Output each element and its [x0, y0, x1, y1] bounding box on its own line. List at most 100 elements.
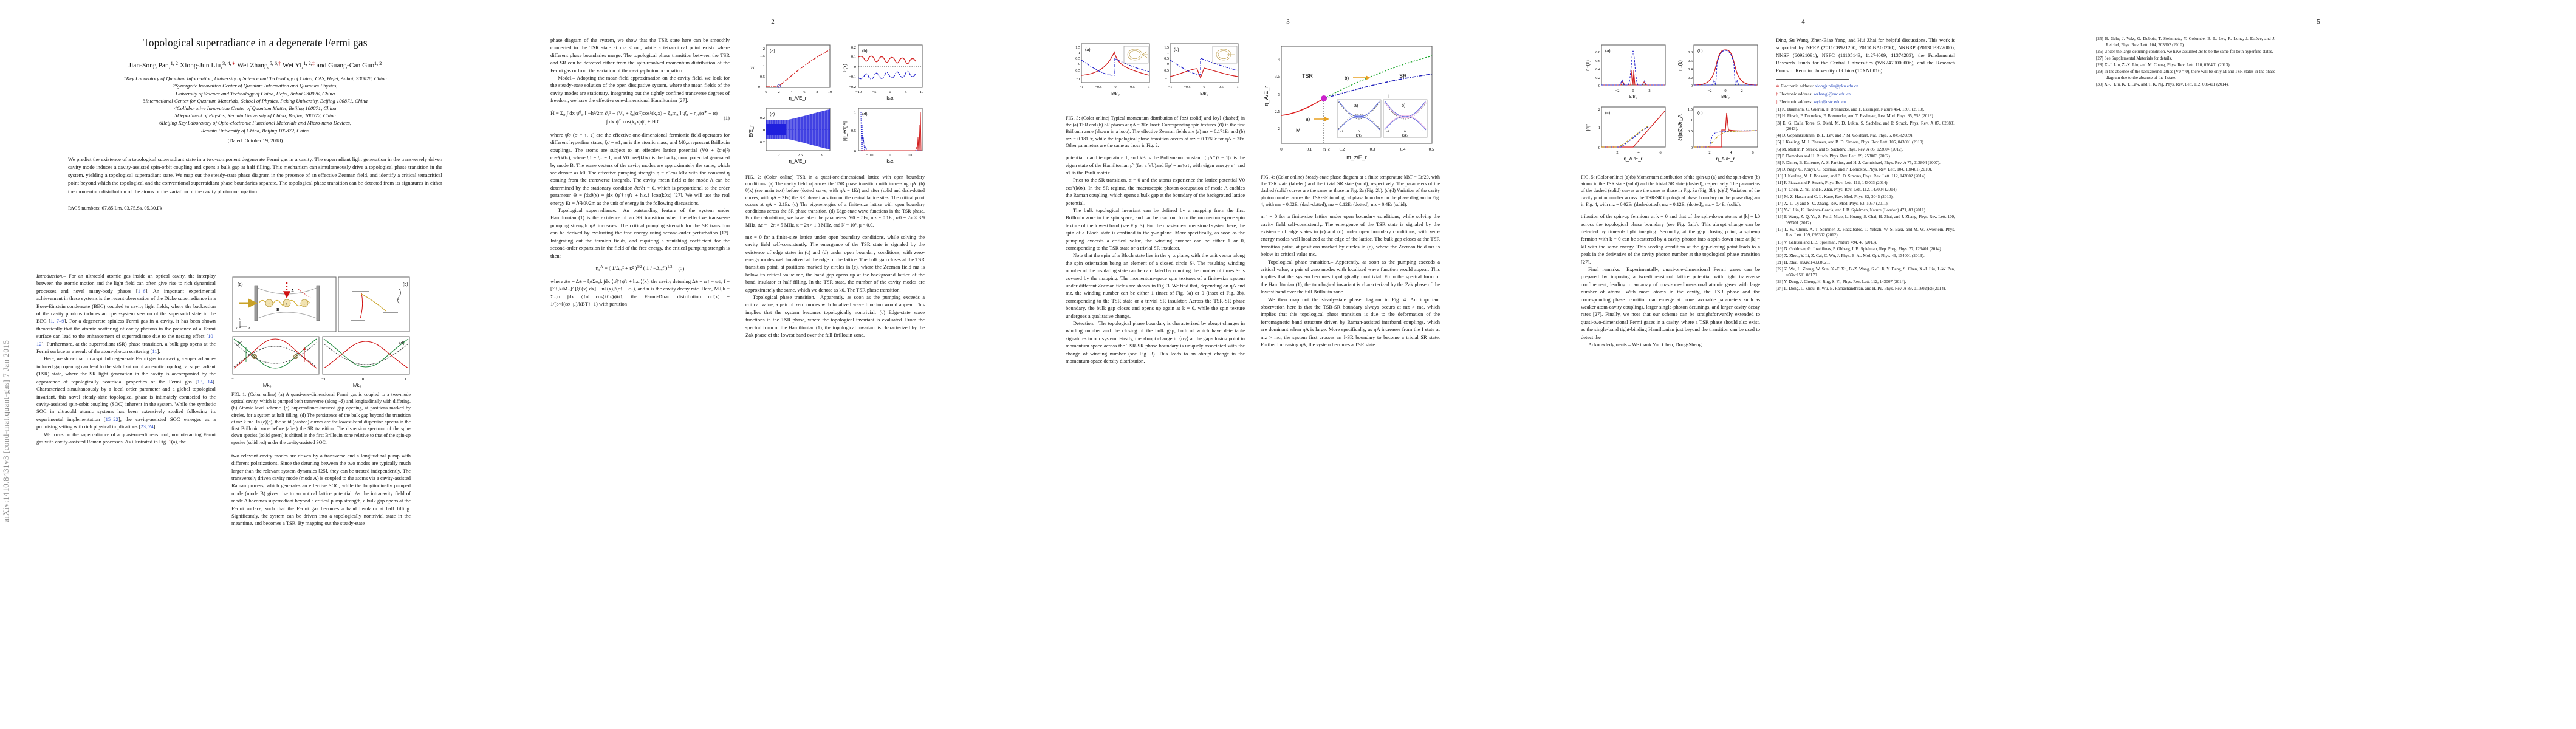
svg-text:1.5: 1.5: [1075, 46, 1080, 50]
svg-text:1.5: 1.5: [1164, 46, 1169, 50]
fig2b-ylabel: θ(x): [842, 64, 848, 72]
svg-text:0.3: 0.3: [1370, 147, 1375, 152]
svg-text:0: 0: [765, 90, 767, 94]
svg-text:6: 6: [1659, 151, 1662, 155]
svg-text:0: 0: [854, 65, 856, 69]
svg-text:0: 0: [1691, 146, 1693, 150]
reference-item: [2] H. Ritsch, P. Domokos, F. Brennecke,…: [1776, 114, 1934, 119]
svg-text:−1: −1: [1168, 85, 1173, 89]
reference-item: [16] P. Wang, Z.-Q. Yu, Z. Fu, J. Miao, …: [1776, 214, 1955, 225]
svg-text:2: 2: [1708, 151, 1710, 155]
paragraph: Final remarks.– Experimentally, quasi-on…: [1581, 265, 1760, 340]
svg-text:0.4: 0.4: [1595, 67, 1600, 72]
svg-text:0.2: 0.2: [760, 116, 765, 120]
svg-text:0.5: 0.5: [1688, 129, 1693, 134]
reference-item: [19] N. Goldman, G. Juzeliūnas, P. Öhber…: [1776, 246, 1942, 252]
paragraph: potential μ and temperature T, and kB is…: [1066, 154, 1245, 176]
fig3-panel-b-tag: (b): [1174, 48, 1179, 52]
page-3: 3 (a) 1.5: [1030, 0, 1546, 729]
fig5d-ylabel: ∂(|α|2)/∂η_A: [1677, 114, 1683, 141]
fig1-panel-a-tag: (a): [238, 282, 243, 287]
svg-text:1: 1: [854, 111, 856, 115]
fig5d-xlabel: η_A /E_r: [1716, 156, 1735, 162]
page1-column-2: (a) ↑ ↑ ↓ A B: [231, 272, 411, 527]
svg-text:0.5: 0.5: [1130, 85, 1135, 89]
footnote-3: ‡ Electronic address: wyiz@ustc.edu.cn: [1776, 100, 1846, 105]
footnote-divider: [1776, 79, 1849, 80]
figure-5: (a) 0 0.2 0.4 0.6 0.8 −2 0 2 k/k₀ n↑(k): [1581, 40, 1760, 208]
reference-item: [28] X.-J. Liu, Z.-X. Liu, and M. Cheng,…: [2096, 63, 2231, 68]
svg-text:0.2: 0.2: [1340, 147, 1345, 152]
acknowledgments: Ding, Su Wang, Zhen-Biao Yang, and Hui Z…: [1776, 37, 1955, 74]
paragraph: Here, we show that for a spinful degener…: [36, 355, 216, 430]
svg-text:0.6: 0.6: [1688, 59, 1693, 63]
fig1-xaxis-label: k/k₀: [263, 383, 272, 388]
fig2d-xlabel: k₀x: [886, 159, 893, 164]
author-list: Jian-Song Pan,1, 2 Xiong-Jun Liu,3, 4,∗ …: [128, 61, 382, 70]
page-5: 5 [25] B. Gehr, J. Volz, G. Dubois, T. S…: [2061, 0, 2576, 729]
svg-text:0: 0: [1358, 130, 1360, 134]
svg-text:z: z: [239, 317, 241, 321]
svg-text:0: 0: [854, 149, 856, 154]
svg-text:1: 1: [763, 64, 765, 69]
fig2a-ylabel: |α|: [750, 66, 755, 71]
svg-text:0: 0: [889, 153, 891, 157]
svg-text:0: 0: [1724, 89, 1726, 93]
reference-item: [27] See Supplemental Materials for deta…: [2096, 55, 2173, 61]
page-number-3: 3: [1286, 18, 1290, 26]
fig5-panel-b-tag: (b): [1697, 49, 1703, 53]
fig4-xlabel: m_z/E_r: [1346, 154, 1367, 160]
fig1d-xtick-min: −1: [321, 377, 326, 382]
svg-text:0: 0: [1167, 62, 1169, 66]
reference-item: [14] X.-L. Qi and S.-C. Zhang, Rev. Mod.…: [1776, 200, 1889, 206]
fig4-ylabel: η_A/E_r: [1263, 86, 1269, 106]
reference-item: [29] In the absence of the background la…: [2096, 69, 2275, 80]
svg-text:m_c: m_c: [1323, 147, 1330, 152]
svg-text:k/k₀: k/k₀: [1356, 134, 1363, 138]
svg-text:2: 2: [763, 47, 765, 51]
reference-item: [15] Y.-J. Lin, K. Jiménez-García, and I…: [1776, 207, 1927, 213]
paragraph: Topological phase transition.– Apparentl…: [745, 294, 925, 338]
reference-item: [20] X. Zhou, Y. Li, Z. Cai, C. Wu, J. P…: [1776, 253, 1925, 258]
svg-text:1: 1: [1167, 51, 1169, 55]
fig4-region-m: M: [1296, 128, 1301, 134]
svg-text:−0.5: −0.5: [1074, 69, 1080, 73]
svg-text:3: 3: [1278, 92, 1281, 97]
svg-text:4: 4: [1730, 151, 1732, 155]
reference-item: [23] Y. Deng, J. Cheng, H. Jing, S. Yi, …: [1776, 279, 1906, 284]
affiliation-6b: Renmin University of China, Beijing 1008…: [200, 127, 310, 134]
page4-column-1: (a) 0 0.2 0.4 0.6 0.8 −2 0 2 k/k₀ n↑(k): [1581, 36, 1760, 348]
svg-text:0: 0: [1404, 130, 1406, 134]
reference-item: [6] M. Müller, P. Strack, and S. Sachdev…: [1776, 146, 1903, 152]
svg-text:0: 0: [1632, 89, 1634, 93]
fig2b-xlabel: k₀x: [886, 95, 893, 101]
svg-text:−0.2: −0.2: [849, 85, 856, 89]
svg-text:0: 0: [758, 85, 760, 89]
svg-text:1.5: 1.5: [760, 54, 765, 58]
svg-text:2: 2: [1598, 108, 1600, 112]
page-number-4: 4: [1801, 18, 1805, 26]
svg-text:2: 2: [1278, 126, 1281, 131]
fig2-panel-b-tag: (b): [862, 49, 868, 53]
svg-text:−0.2: −0.2: [758, 140, 765, 145]
reference-item: [8] F. Dimer, B. Estienne, A. S. Parkins…: [1776, 160, 1941, 165]
fig5-panel-c-tag: (c): [1605, 111, 1610, 115]
reference-item: [17] L. W. Cheuk, A. T. Sommer, Z. Hadzi…: [1776, 227, 1955, 238]
figure-1: (a) ↑ ↑ ↓ A B: [231, 276, 411, 446]
paragraph: where Δ± = Δ± − ξ±Σ±,k ∫dx ⟨ψ̂†↑ψ̂↓ + h.…: [550, 278, 730, 307]
paragraph: We then map out the steady-state phase d…: [1261, 296, 1440, 347]
svg-text:−0.5: −0.5: [1095, 85, 1101, 89]
svg-text:y: y: [236, 326, 238, 330]
figure-2-caption: FIG. 2: (Color online) TSR in a quasi-on…: [745, 174, 925, 228]
fig4-region-sr: SR: [1399, 73, 1407, 79]
fig5c-xlabel: η_A /E_r: [1624, 156, 1643, 162]
svg-text:0: 0: [1280, 147, 1283, 152]
page3-column-2: TSR SR M I a) b) a): [1261, 36, 1440, 364]
fig1d-xaxis-label: k/k₀: [353, 383, 361, 388]
date-line: (Dated: October 19, 2018): [227, 137, 283, 143]
svg-text:↑: ↑: [268, 303, 270, 306]
figure-5-caption: FIG. 5: (Color online) (a)(b) Momentum d…: [1581, 174, 1760, 207]
reference-list-part-2: [25] B. Gehr, J. Volz, G. Dubois, T. Ste…: [2096, 36, 2275, 88]
svg-text:0.1: 0.1: [851, 55, 856, 59]
pacs-numbers: PACS numbers: 67.85.Lm, 03.75.Ss, 05.30.…: [68, 205, 163, 211]
